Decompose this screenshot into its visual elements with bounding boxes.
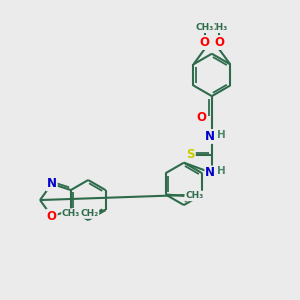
Text: S: S — [186, 148, 195, 161]
Text: N: N — [206, 130, 215, 143]
Text: CH₃: CH₃ — [62, 209, 80, 218]
Text: O: O — [196, 111, 206, 124]
Text: N: N — [206, 167, 215, 179]
Text: CH₃: CH₃ — [210, 23, 228, 32]
Text: O: O — [214, 36, 224, 49]
Text: H: H — [217, 167, 226, 176]
Text: O: O — [47, 210, 57, 223]
Text: O: O — [200, 36, 210, 49]
Text: CH₂: CH₂ — [80, 209, 98, 218]
Text: H: H — [217, 130, 226, 140]
Text: N: N — [47, 177, 57, 190]
Text: CH₃: CH₃ — [185, 191, 203, 200]
Text: CH₃: CH₃ — [196, 23, 214, 32]
